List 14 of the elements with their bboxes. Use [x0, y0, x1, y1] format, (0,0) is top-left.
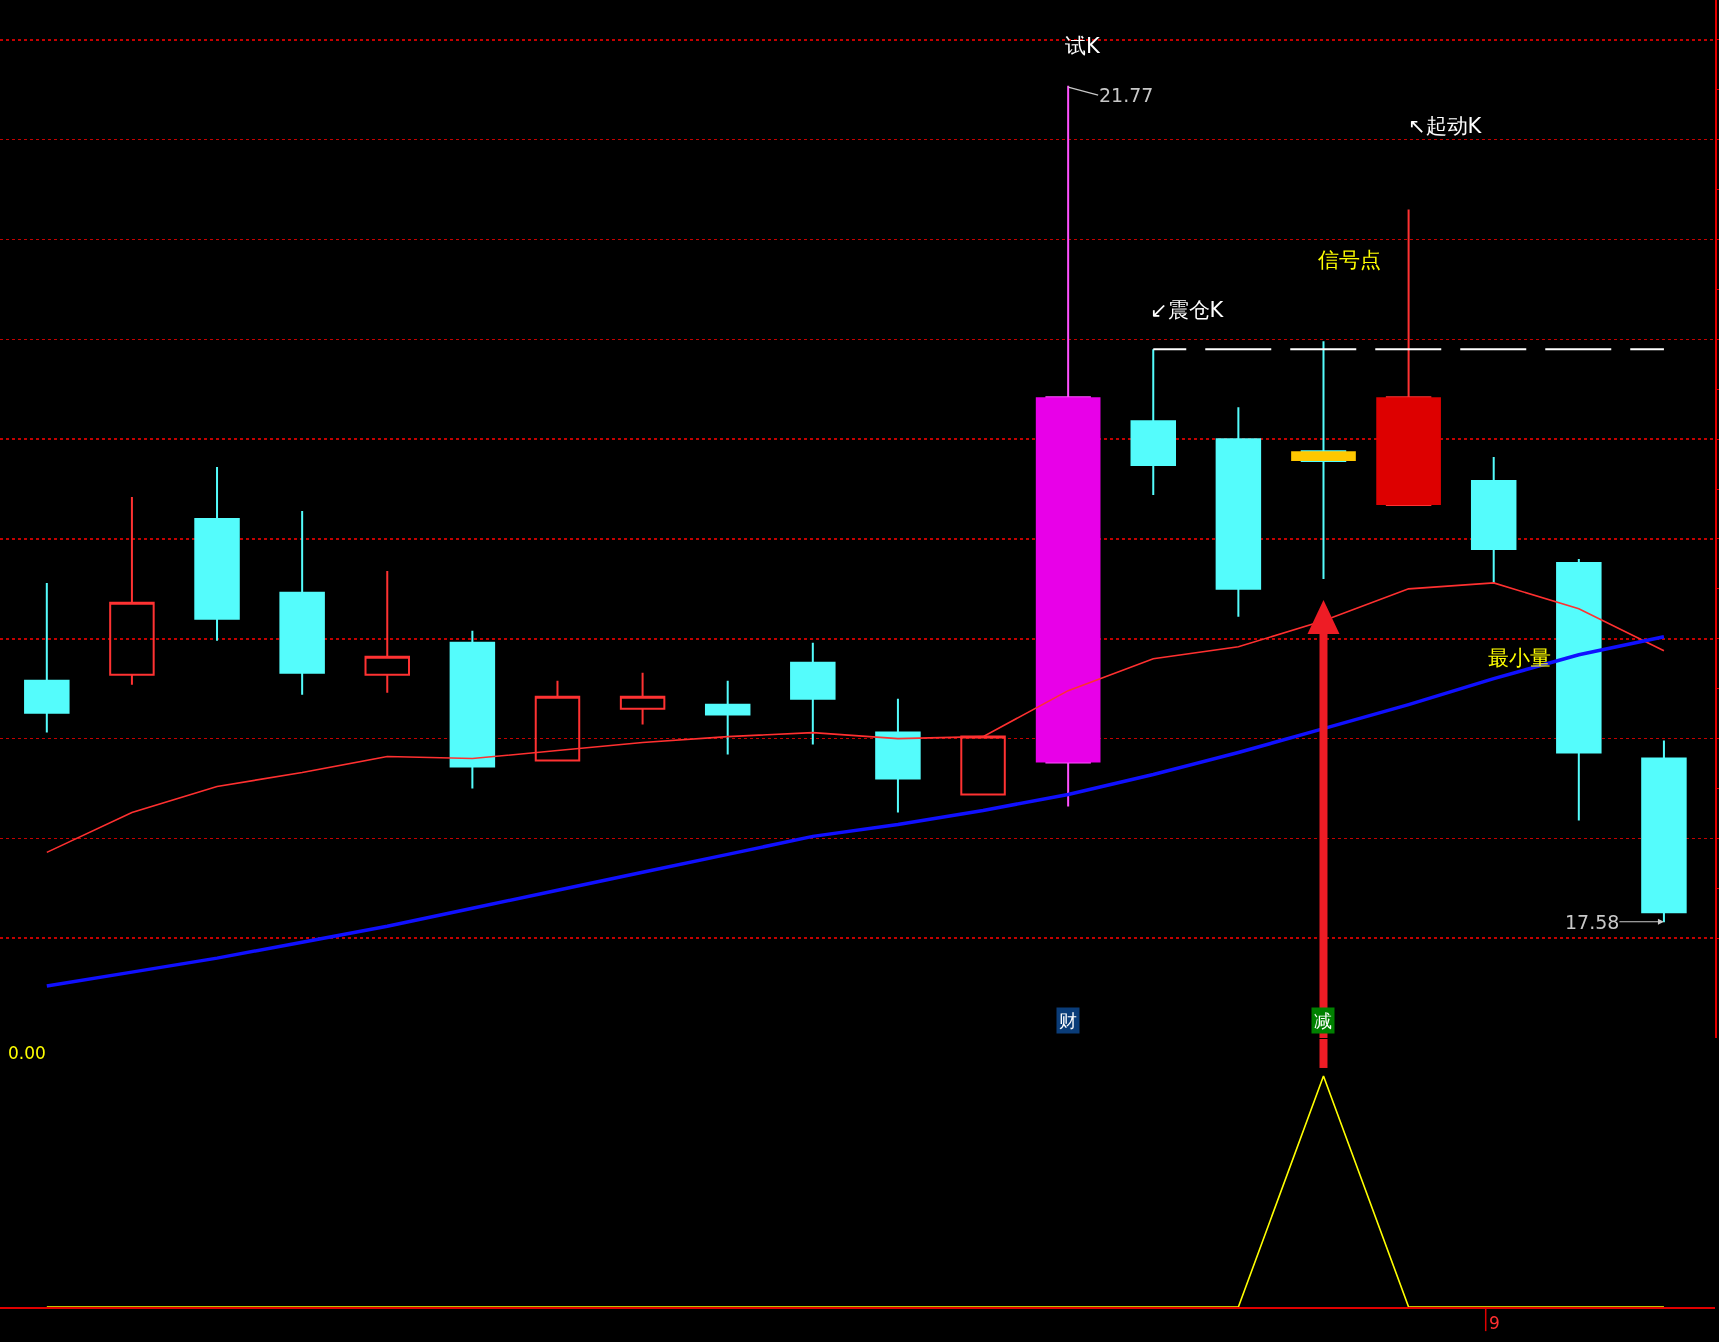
candlestick: [534, 679, 581, 762]
candlestick: [704, 679, 751, 756]
text: 9: [1489, 1313, 1500, 1333]
candlestick: [449, 629, 496, 790]
candlestick: [194, 466, 240, 642]
candlestick: [24, 581, 70, 734]
candlestick: [960, 735, 1006, 796]
candlestick: [109, 496, 155, 686]
candlestick: [619, 671, 666, 726]
candlestick: [790, 641, 836, 746]
candlestick: [364, 569, 410, 694]
candlestick: [875, 697, 921, 814]
text: 0.00: [8, 1043, 46, 1063]
candlestick: [279, 510, 325, 696]
